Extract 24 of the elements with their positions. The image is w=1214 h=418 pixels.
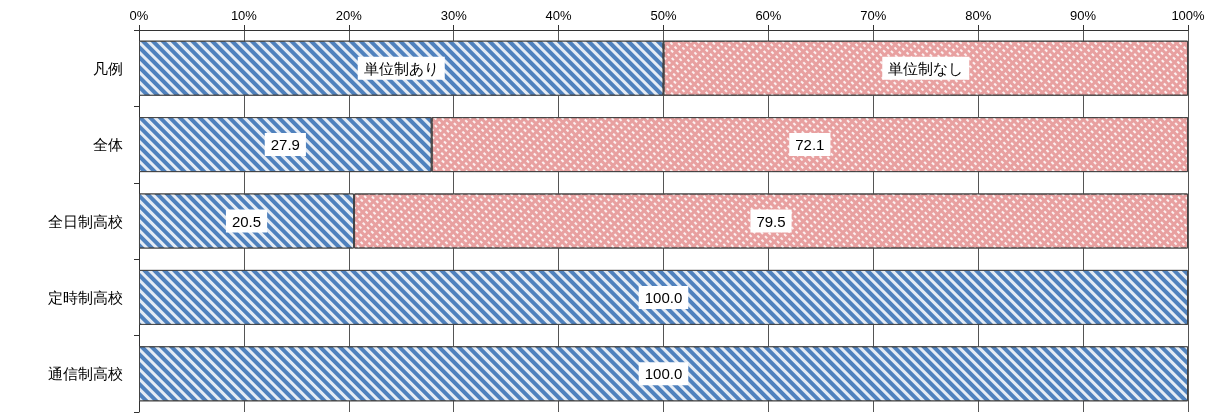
data-label: 単位制あり [363, 59, 439, 77]
y-tick-label: 全体 [93, 136, 123, 154]
y-tick-label: 凡例 [93, 59, 123, 77]
y-tick-label: 全日制高校 [48, 212, 123, 230]
x-tick-label: 30% [440, 8, 468, 23]
data-label: 79.5 [756, 212, 786, 230]
x-tick-label: 60% [755, 8, 782, 23]
x-tick-label: 80% [965, 8, 992, 23]
x-tick-label: 100% [1171, 8, 1206, 23]
x-tick-label: 0% [129, 8, 149, 23]
data-label: 100.0 [644, 365, 683, 383]
data-label: 20.5 [231, 212, 262, 230]
y-tick-label: 定時制高校 [48, 288, 123, 306]
y-tick-label: 通信制高校 [48, 365, 123, 383]
data-label: 100.0 [644, 288, 683, 306]
data-label: 72.1 [795, 136, 825, 154]
x-tick-label: 40% [545, 8, 573, 23]
x-tick-label: 70% [860, 8, 887, 23]
data-label: 単位制なし [888, 59, 964, 77]
x-tick-label: 10% [230, 8, 258, 23]
data-label: 27.9 [270, 136, 300, 154]
x-tick-label: 90% [1070, 8, 1097, 23]
x-tick-label: 20% [335, 8, 363, 23]
x-tick-label: 50% [650, 8, 677, 23]
